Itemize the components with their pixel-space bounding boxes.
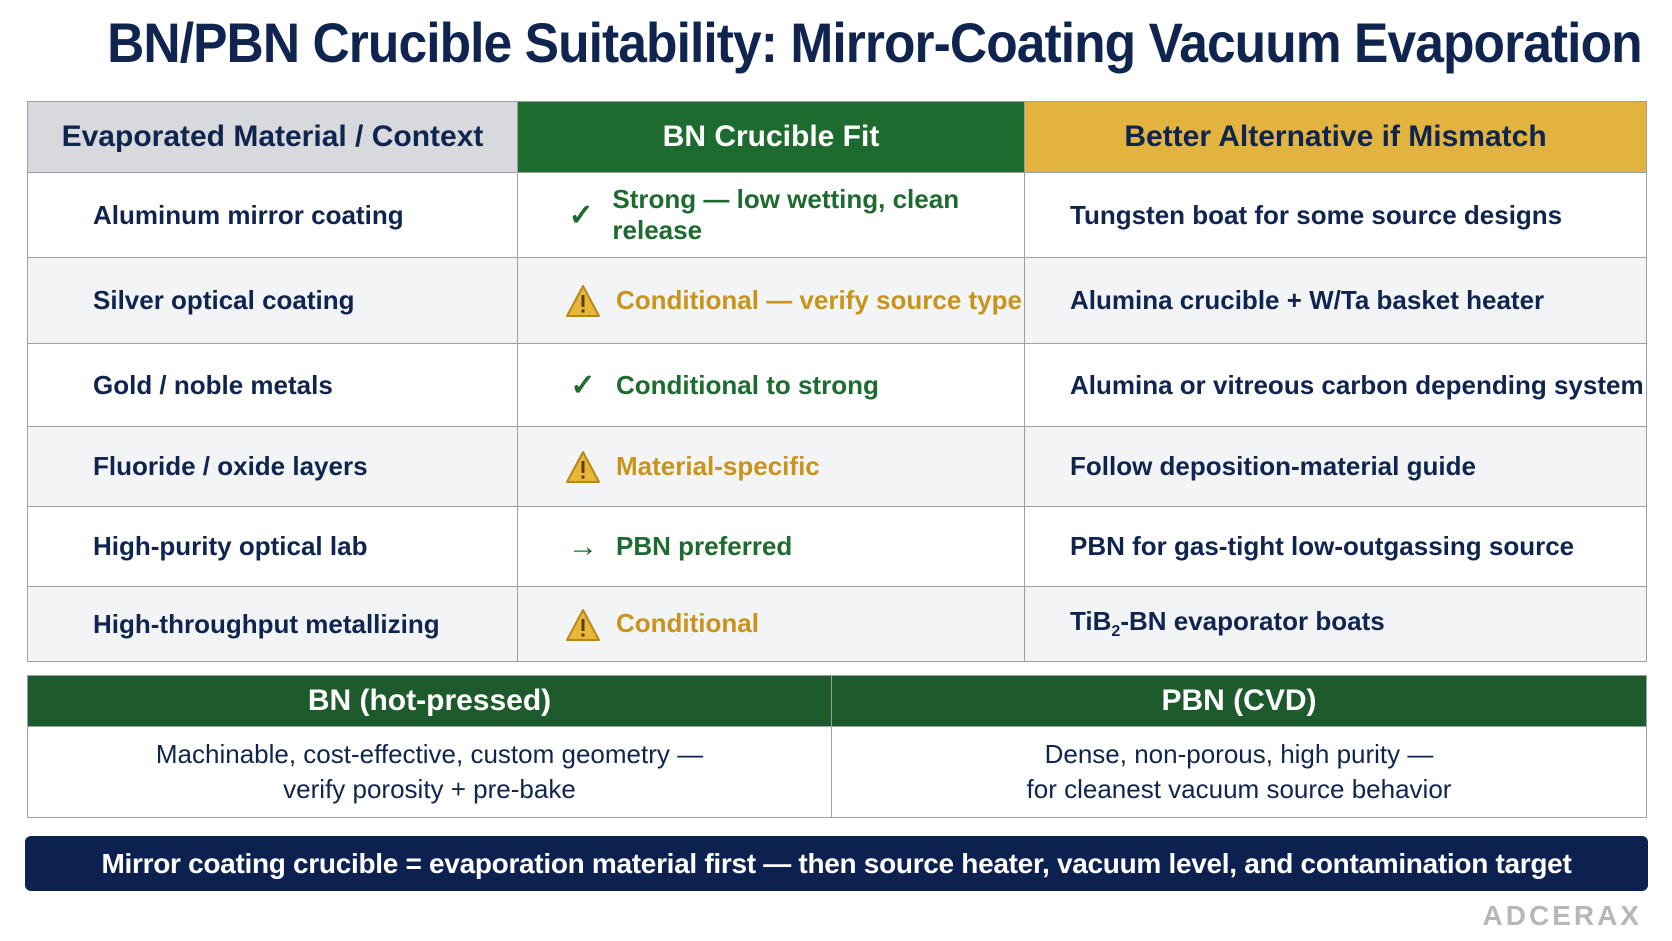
fit-text: Conditional — verify source type bbox=[616, 284, 1022, 315]
fit-text: Strong — low wetting, clean release bbox=[612, 184, 960, 245]
check-icon: ✓ bbox=[568, 198, 594, 232]
brand-logo: ADCERAX bbox=[1482, 900, 1642, 931]
alternative-cell: Alumina crucible + W/Ta basket heater bbox=[1024, 257, 1647, 344]
fit-text: Conditional to strong bbox=[616, 369, 879, 400]
alternative-cell: Follow deposition-material guide bbox=[1024, 426, 1647, 507]
fit-text: Conditional bbox=[616, 608, 759, 639]
alternative-cell: Alumina or vitreous carbon depending sys… bbox=[1024, 343, 1647, 427]
alternative-cell: Tungsten boat for some source designs bbox=[1024, 172, 1647, 258]
table-row: High-purity optical lab → PBN preferred … bbox=[27, 506, 1647, 587]
alternative-suffix: -BN evaporator boats bbox=[1120, 606, 1385, 637]
pbn-heading: PBN (CVD) bbox=[831, 675, 1647, 727]
warning-icon bbox=[558, 606, 608, 641]
warning-icon bbox=[558, 449, 608, 484]
table-row: Aluminum mirror coating ✓ Strong — low w… bbox=[27, 172, 1647, 258]
alternative-cell: PBN for gas-tight low-outgassing source bbox=[1024, 506, 1647, 587]
pbn-line-1: Dense, non-porous, high purity — bbox=[1044, 739, 1434, 769]
material-cell: High-purity optical lab bbox=[27, 506, 518, 587]
comparison-table: BN (hot-pressed) PBN (CVD) Machinable, c… bbox=[27, 675, 1647, 818]
bn-heading: BN (hot-pressed) bbox=[27, 675, 832, 727]
suitability-table: Evaporated Material / Context BN Crucibl… bbox=[27, 101, 1647, 662]
fit-cell: → PBN preferred bbox=[517, 506, 1025, 587]
table-row: High-throughput metallizing Conditional … bbox=[27, 586, 1647, 662]
fit-cell: Conditional — verify source type bbox=[517, 257, 1025, 344]
material-cell: Gold / noble metals bbox=[27, 343, 518, 427]
bn-line-1: Machinable, cost-effective, custom geome… bbox=[155, 739, 704, 769]
warning-icon bbox=[558, 283, 608, 318]
material-cell: Silver optical coating bbox=[27, 257, 518, 344]
fit-cell: ✓ Strong — low wetting, clean release bbox=[517, 172, 1025, 258]
fit-text: PBN preferred bbox=[616, 531, 793, 561]
bn-line-2: verify porosity + pre-bake bbox=[283, 774, 576, 804]
fit-text: Material-specific bbox=[616, 450, 820, 481]
page-title: BN/PBN Crucible Suitability: Mirror-Coat… bbox=[107, 11, 1642, 74]
header-material: Evaporated Material / Context bbox=[27, 101, 518, 173]
table-header-row: Evaporated Material / Context BN Crucibl… bbox=[27, 101, 1647, 173]
table-row: Gold / noble metals ✓ Conditional to str… bbox=[27, 343, 1647, 427]
check-icon: ✓ bbox=[570, 368, 596, 402]
alternative-subscript: 2 bbox=[1111, 623, 1121, 641]
arrow-right-icon: → bbox=[568, 529, 598, 563]
fit-cell: Material-specific bbox=[517, 426, 1025, 507]
pbn-description: Dense, non-porous, high purity — for cle… bbox=[831, 726, 1647, 818]
bn-description: Machinable, cost-effective, custom geome… bbox=[27, 726, 832, 818]
table-row: Silver optical coating Conditional — ver… bbox=[27, 257, 1647, 344]
alternative-cell: TiB2-BN evaporator boats bbox=[1024, 586, 1647, 662]
alternative-prefix: TiB bbox=[1070, 606, 1112, 637]
material-cell: Aluminum mirror coating bbox=[27, 172, 518, 258]
header-alternative: Better Alternative if Mismatch bbox=[1024, 101, 1647, 173]
fit-cell: ✓ Conditional to strong bbox=[517, 343, 1025, 427]
table-row: Fluoride / oxide layers Material-specifi… bbox=[27, 426, 1647, 507]
summary-banner: Mirror coating crucible = evaporation ma… bbox=[25, 836, 1648, 891]
header-fit: BN Crucible Fit bbox=[517, 101, 1025, 173]
material-cell: Fluoride / oxide layers bbox=[27, 426, 518, 507]
pbn-line-2: for cleanest vacuum source behavior bbox=[1026, 774, 1452, 804]
material-cell: High-throughput metallizing bbox=[27, 586, 518, 662]
fit-cell: Conditional bbox=[517, 586, 1025, 662]
